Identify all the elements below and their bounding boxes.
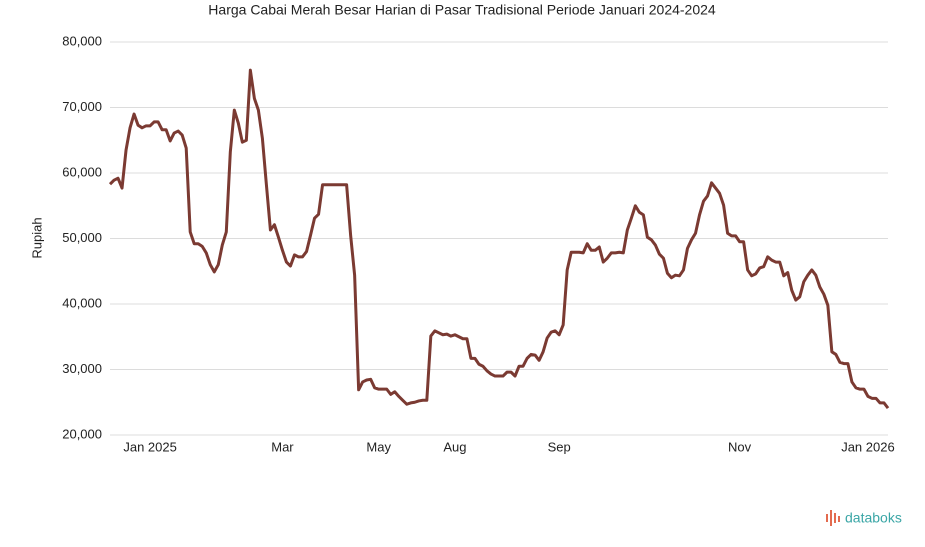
logo-icon (838, 516, 840, 522)
x-tick-label: Sep (548, 439, 571, 454)
y-tick-label: 80,000 (62, 33, 102, 48)
y-tick-label: 60,000 (62, 164, 102, 179)
logo: databoks (826, 510, 902, 526)
x-tick-label: Jan 2026 (841, 439, 895, 454)
watermark: databoks (845, 510, 902, 526)
y-tick-label: 70,000 (62, 99, 102, 114)
data-line (108, 68, 890, 410)
logo-icon (830, 510, 832, 526)
x-tick-label: Jan 2025 (123, 439, 177, 454)
y-tick-label: 30,000 (62, 361, 102, 376)
y-axis-label: Rupiah (29, 217, 44, 258)
x-tick-label: Mar (271, 439, 294, 454)
y-tick-label: 20,000 (62, 426, 102, 441)
x-tick-label: May (366, 439, 391, 454)
x-tick-label: Aug (443, 439, 466, 454)
chart-title: Harga Cabai Merah Besar Harian di Pasar … (208, 2, 716, 18)
y-tick-label: 40,000 (62, 295, 102, 310)
logo-icon (826, 514, 828, 522)
x-tick-label: Nov (728, 439, 752, 454)
y-tick-label: 50,000 (62, 230, 102, 245)
logo-icon (834, 513, 836, 523)
